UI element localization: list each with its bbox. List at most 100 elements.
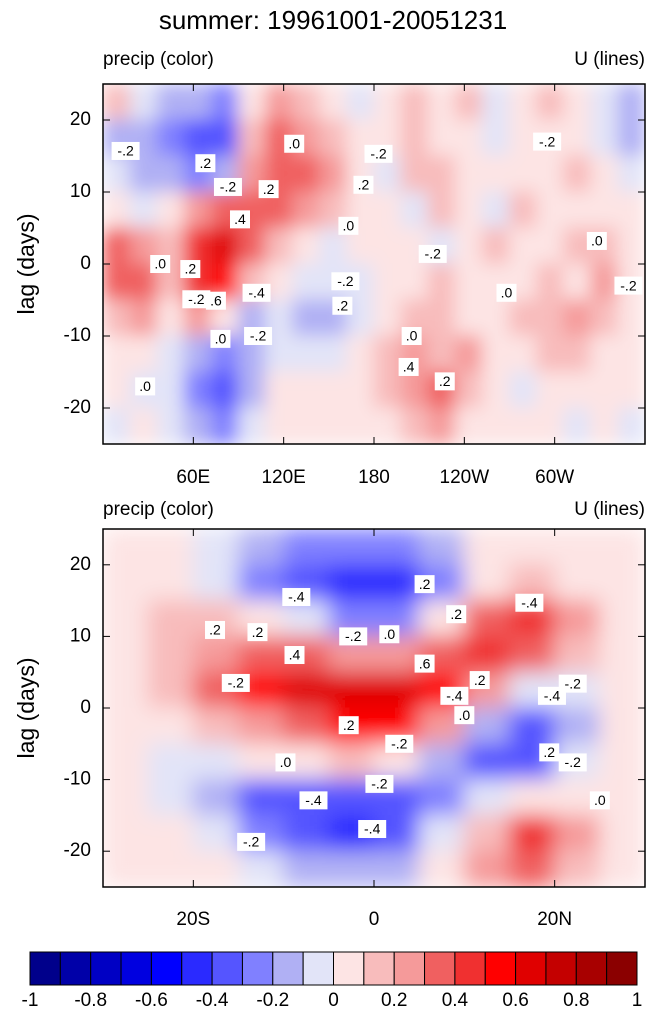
precip-cell	[156, 371, 185, 409]
colorbar-box	[120, 951, 152, 986]
contour-label: .2	[337, 297, 349, 313]
y-tick-label: 10	[70, 625, 91, 646]
contour-label: -.4	[446, 688, 463, 704]
contour-label-box	[275, 753, 296, 772]
contour-label-box	[558, 753, 587, 772]
precip-cell	[103, 814, 149, 852]
precip-cell	[536, 227, 565, 265]
precip-cell	[103, 227, 131, 265]
y-tick-label: -10	[64, 769, 91, 790]
precip-cell	[319, 84, 348, 121]
precip-cell	[418, 850, 465, 887]
precip-cell	[617, 371, 645, 409]
precip-cell	[328, 850, 375, 887]
precip-cell	[103, 564, 149, 602]
contour-label-box	[135, 377, 156, 396]
x-tick-label: 0	[369, 909, 380, 930]
precip-cell	[599, 814, 645, 852]
precip-cell	[156, 84, 185, 121]
precip-cell	[481, 119, 510, 157]
panel-right-label: U (lines)	[574, 49, 645, 70]
contour-label: -.2	[370, 146, 387, 162]
contour-label: -.2	[117, 143, 134, 159]
panel: precip (color) U (lines) lag (days) -.4 .2 .2…	[13, 499, 646, 930]
y-axis-label: lag (days)	[13, 214, 39, 315]
precip-cell	[265, 407, 294, 444]
precip-cell	[147, 814, 194, 852]
precip-cell	[554, 635, 601, 673]
precip-cell	[192, 529, 239, 566]
precip-cell	[283, 529, 330, 566]
contour-label-box	[244, 327, 273, 345]
contour-label: -.4	[248, 285, 265, 301]
contour-label-box	[180, 260, 201, 279]
contour-label: -.2	[243, 834, 260, 850]
contour-label-box	[469, 671, 490, 690]
contour-label: -.2	[220, 179, 237, 195]
precip-cell	[346, 407, 375, 444]
precip-cell	[563, 191, 592, 229]
precip-cell	[319, 407, 348, 444]
colorbar-box	[606, 951, 638, 986]
y-tick-label: 20	[70, 554, 91, 575]
contour-label-box	[284, 134, 305, 153]
precip-cell	[481, 84, 510, 121]
precip-cell	[590, 371, 619, 409]
precip-cell	[373, 84, 402, 121]
colorbar-box	[29, 951, 61, 986]
contour-label-box	[385, 734, 414, 753]
precip-cell	[599, 529, 645, 566]
precip-cell	[183, 84, 212, 121]
precip-cell	[319, 335, 348, 373]
precip-cell	[554, 850, 601, 887]
precip-cell	[418, 743, 465, 781]
colorbar-box	[393, 951, 426, 986]
precip-cell	[373, 335, 402, 373]
precip-cell	[183, 119, 212, 157]
precip-cell	[292, 263, 321, 301]
precip-cell	[238, 850, 285, 887]
precip-cell	[183, 191, 212, 229]
precip-cell	[373, 191, 402, 229]
precip-cell	[554, 814, 601, 852]
contour-label-box	[398, 357, 419, 376]
y-tick-label: 0	[80, 253, 91, 274]
contour-label-box	[237, 832, 266, 851]
precip-cell	[454, 263, 483, 301]
precip-cell	[103, 155, 131, 193]
panel-left-label: precip (color)	[103, 499, 214, 520]
precip-cell	[373, 371, 402, 409]
precip-cell	[238, 227, 267, 265]
contour-label-box	[434, 372, 455, 391]
precip-cell	[536, 299, 565, 337]
precip-cell	[590, 155, 619, 193]
contour-label-box	[338, 216, 359, 235]
precip-cell	[103, 191, 131, 229]
precip-cell	[238, 407, 267, 444]
precip-cell	[590, 335, 619, 373]
precip-cell	[328, 671, 375, 709]
contour-label: .6	[419, 655, 431, 671]
contour-label: -.2	[345, 628, 362, 644]
precip-cell	[463, 814, 510, 852]
y-tick-label: -20	[64, 397, 91, 418]
precip-cell	[328, 743, 375, 781]
x-tick-label: 20N	[537, 909, 572, 930]
contour-label: .0	[215, 331, 227, 347]
precip-cell	[599, 707, 645, 745]
precip-cell	[192, 635, 239, 673]
y-tick-label: 0	[80, 697, 91, 718]
precip-cell	[554, 564, 601, 602]
precip-cell	[427, 407, 456, 444]
y-tick-label: -10	[64, 325, 91, 346]
precip-cell	[238, 635, 285, 673]
contour-label: .2	[358, 177, 370, 193]
contour-label: -.4	[544, 688, 561, 704]
contour-label: -.2	[391, 736, 408, 752]
precip-cell	[536, 335, 565, 373]
precip-cell	[373, 529, 420, 566]
contour-label-box	[496, 283, 517, 302]
contour-label-box	[339, 627, 368, 646]
contour-label-box	[353, 175, 374, 194]
